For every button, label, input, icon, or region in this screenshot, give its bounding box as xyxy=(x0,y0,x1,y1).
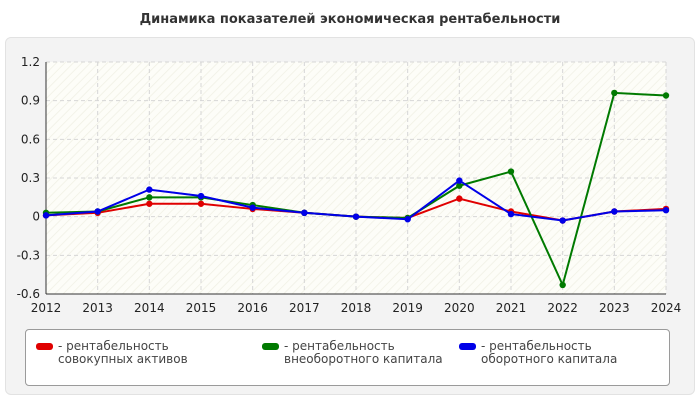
y-tick-label: 0.9 xyxy=(21,94,40,108)
x-tick-label: 2015 xyxy=(186,301,217,315)
x-tick-label: 2022 xyxy=(547,301,578,315)
y-tick-label: -0.3 xyxy=(17,248,40,262)
data-point xyxy=(559,281,566,289)
x-tick-label: 2016 xyxy=(237,301,268,315)
data-point xyxy=(249,204,256,211)
legend-swatch xyxy=(262,343,279,350)
x-tick-label: 2013 xyxy=(82,301,113,315)
chart-title: Динамика показателей экономическая рента… xyxy=(139,12,561,27)
x-tick-label: 2014 xyxy=(134,301,165,315)
x-tick-label: 2019 xyxy=(392,301,423,315)
data-point xyxy=(611,89,618,97)
x-tick-label: 2017 xyxy=(289,301,320,315)
data-point xyxy=(146,200,153,207)
data-point xyxy=(301,209,308,216)
data-point xyxy=(146,194,153,201)
data-point xyxy=(146,186,153,193)
legend-label: - рентабельность внеоборотного капитала xyxy=(284,339,443,366)
data-point xyxy=(94,208,101,215)
y-tick-label: 0.6 xyxy=(21,132,40,146)
x-tick-label: 2018 xyxy=(341,301,372,315)
data-point xyxy=(197,192,205,200)
y-tick-label: 0 xyxy=(32,210,40,224)
legend-label: - рентабельность совокупных активов xyxy=(58,339,188,366)
data-point xyxy=(456,177,463,184)
x-tick-label: 2024 xyxy=(651,301,682,315)
data-point xyxy=(662,207,670,214)
legend-label: - рентабельность оборотного капитала xyxy=(481,339,618,366)
data-point xyxy=(456,195,463,202)
data-point xyxy=(197,200,205,207)
y-tick-label: 0.3 xyxy=(21,171,40,185)
x-tick-label: 2012 xyxy=(31,301,62,315)
data-point xyxy=(662,92,670,99)
data-point xyxy=(559,217,566,224)
y-tick-label: 1.2 xyxy=(21,55,40,69)
y-tick-label: -0.6 xyxy=(17,287,40,301)
data-point xyxy=(507,210,515,218)
x-tick-label: 2023 xyxy=(599,301,630,315)
data-point xyxy=(507,168,515,175)
x-tick-label: 2020 xyxy=(444,301,475,315)
data-point xyxy=(611,208,618,215)
data-point xyxy=(404,216,411,223)
data-point xyxy=(42,212,50,219)
x-tick-label: 2021 xyxy=(496,301,527,315)
legend: - рентабельность совокупных активов - рен… xyxy=(25,329,670,386)
data-point xyxy=(456,182,463,189)
legend-swatch xyxy=(459,343,476,350)
data-point xyxy=(352,213,360,220)
legend-swatch xyxy=(36,343,53,350)
